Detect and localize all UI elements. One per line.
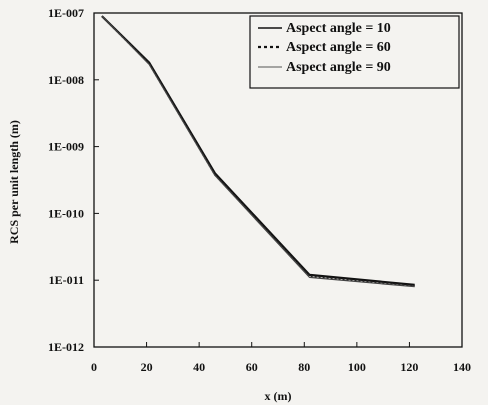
x-tick-label-4: 80 — [298, 360, 310, 374]
x-tick-label-6: 120 — [400, 360, 418, 374]
legend: Aspect angle = 10 Aspect angle = 60 Aspe… — [249, 15, 460, 89]
ticks-layer: 0 20 40 60 80 100 120 140 1E-007 1E-008 1E-009 1E-0… — [48, 6, 471, 374]
y-tick-label-4: 1E-011 — [49, 273, 84, 287]
series-line-3 — [101, 15, 415, 288]
x-tick-label-7: 140 — [453, 360, 471, 374]
y-axis-title: RCS per unit length (m) — [7, 120, 21, 244]
x-tick-label-2: 40 — [193, 360, 205, 374]
y-tick-label-2: 1E-009 — [48, 140, 84, 154]
series-layer — [101, 15, 415, 288]
x-tick-label-5: 100 — [348, 360, 366, 374]
x-tick-label-3: 60 — [246, 360, 258, 374]
x-tick-label-1: 20 — [141, 360, 153, 374]
y-tick-label-5: 1E-012 — [48, 340, 84, 354]
legend-label-1: Aspect angle = 10 — [286, 21, 391, 36]
y-tick-label-1: 1E-008 — [48, 73, 84, 87]
x-axis-title: x (m) — [265, 389, 292, 403]
y-tick-label-3: 1E-010 — [48, 206, 84, 220]
legend-box — [249, 15, 460, 89]
plot-frame — [93, 12, 463, 348]
legend-label-2: Aspect angle = 60 — [286, 40, 391, 55]
y-tick-label-0: 1E-007 — [48, 6, 84, 20]
x-tick-label-0: 0 — [91, 360, 97, 374]
legend-label-3: Aspect angle = 90 — [286, 60, 391, 75]
